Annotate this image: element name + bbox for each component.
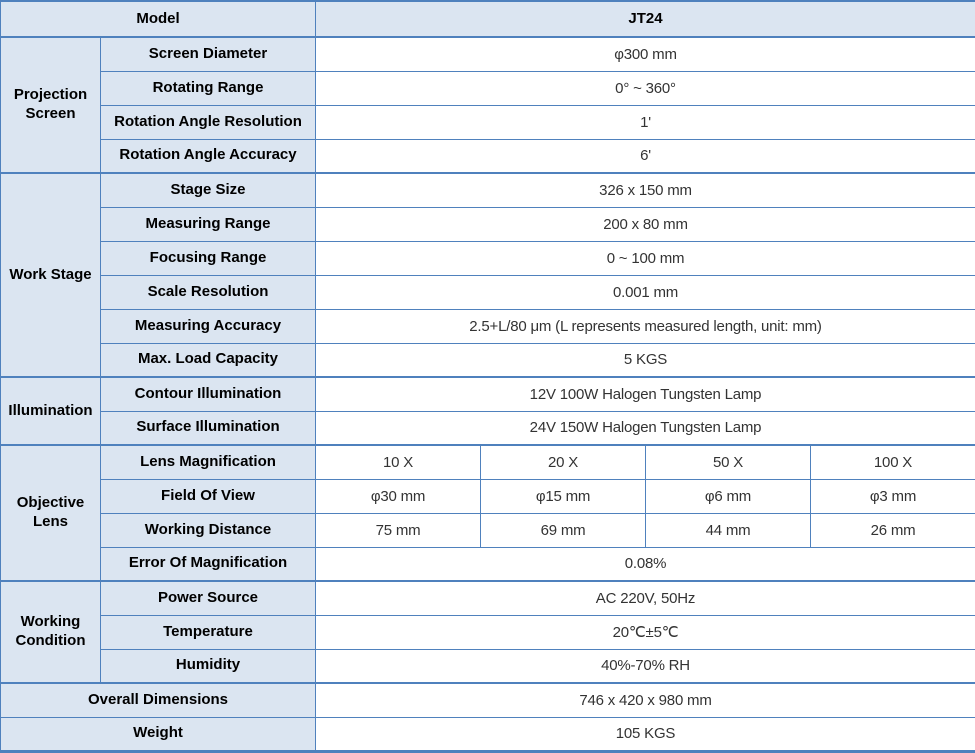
row-value: 50 X [646,445,811,479]
row-value: 20℃±5℃ [316,615,975,649]
row-value: 6' [316,139,975,173]
table-row: Model JT24 [1,1,975,37]
row-label: Focusing Range [101,241,316,275]
table-row: Rotation Angle Resolution 1' [1,105,975,139]
row-label: Rotation Angle Accuracy [101,139,316,173]
row-label: Power Source [101,581,316,615]
row-label: Contour Illumination [101,377,316,411]
row-label: Error Of Magnification [101,547,316,581]
table-row: Weight 105 KGS [1,717,975,751]
row-value: 44 mm [646,513,811,547]
row-label: Measuring Range [101,207,316,241]
table-row: Surface Illumination 24V 150W Halogen Tu… [1,411,975,445]
table-row: Working Condition Power Source AC 220V, … [1,581,975,615]
row-value: 1' [316,105,975,139]
row-value: φ6 mm [646,479,811,513]
weight-value: 105 KGS [316,717,975,751]
table-row: Working Distance 75 mm 69 mm 44 mm 26 mm [1,513,975,547]
row-value: 12V 100W Halogen Tungsten Lamp [316,377,975,411]
table-row: Objective Lens Lens Magnification 10 X 2… [1,445,975,479]
table-row: Projection Screen Screen Diameter φ300 m… [1,37,975,71]
row-value: 200 x 80 mm [316,207,975,241]
section-title-illumination: Illumination [1,377,101,445]
row-value: 5 KGS [316,343,975,377]
row-value: 75 mm [316,513,481,547]
table-row: Measuring Range 200 x 80 mm [1,207,975,241]
row-label: Humidity [101,649,316,683]
row-value: φ300 mm [316,37,975,71]
row-value: 20 X [481,445,646,479]
table-row: Rotation Angle Accuracy 6' [1,139,975,173]
weight-label: Weight [1,717,316,751]
table-row: Rotating Range 0° ~ 360° [1,71,975,105]
table-row: Work Stage Stage Size 326 x 150 mm [1,173,975,207]
row-value: 0° ~ 360° [316,71,975,105]
row-value: 0.08% [316,547,975,581]
overall-dimensions-value: 746 x 420 x 980 mm [316,683,975,717]
table-row: Illumination Contour Illumination 12V 10… [1,377,975,411]
table-row: Focusing Range 0 ~ 100 mm [1,241,975,275]
row-label: Surface Illumination [101,411,316,445]
row-label: Screen Diameter [101,37,316,71]
row-value: φ30 mm [316,479,481,513]
row-value: 69 mm [481,513,646,547]
row-value: 0.001 mm [316,275,975,309]
row-label: Field Of View [101,479,316,513]
row-value: AC 220V, 50Hz [316,581,975,615]
table-row: Scale Resolution 0.001 mm [1,275,975,309]
table-row: Overall Dimensions 746 x 420 x 980 mm [1,683,975,717]
table-row: Measuring Accuracy 2.5+L/80 μm (L repres… [1,309,975,343]
row-label: Measuring Accuracy [101,309,316,343]
row-value: 10 X [316,445,481,479]
section-title-work-stage: Work Stage [1,173,101,377]
model-value: JT24 [316,1,975,37]
row-label: Working Distance [101,513,316,547]
row-value: 26 mm [811,513,975,547]
overall-dimensions-label: Overall Dimensions [1,683,316,717]
row-label: Max. Load Capacity [101,343,316,377]
row-label: Temperature [101,615,316,649]
table-row: Max. Load Capacity 5 KGS [1,343,975,377]
row-label: Rotation Angle Resolution [101,105,316,139]
row-value: 24V 150W Halogen Tungsten Lamp [316,411,975,445]
table-row: Error Of Magnification 0.08% [1,547,975,581]
row-value: 100 X [811,445,975,479]
row-label: Scale Resolution [101,275,316,309]
row-label: Rotating Range [101,71,316,105]
row-value: 326 x 150 mm [316,173,975,207]
row-label: Lens Magnification [101,445,316,479]
table-row: Humidity 40%-70% RH [1,649,975,683]
model-label: Model [1,1,316,37]
row-value: φ15 mm [481,479,646,513]
section-title-objective-lens: Objective Lens [1,445,101,581]
table-row: Temperature 20℃±5℃ [1,615,975,649]
row-value: φ3 mm [811,479,975,513]
section-title-projection-screen: Projection Screen [1,37,101,173]
row-value: 0 ~ 100 mm [316,241,975,275]
section-title-working-condition: Working Condition [1,581,101,683]
table-row: Field Of View φ30 mm φ15 mm φ6 mm φ3 mm [1,479,975,513]
row-value: 2.5+L/80 μm (L represents measured lengt… [316,309,975,343]
row-value: 40%-70% RH [316,649,975,683]
row-label: Stage Size [101,173,316,207]
